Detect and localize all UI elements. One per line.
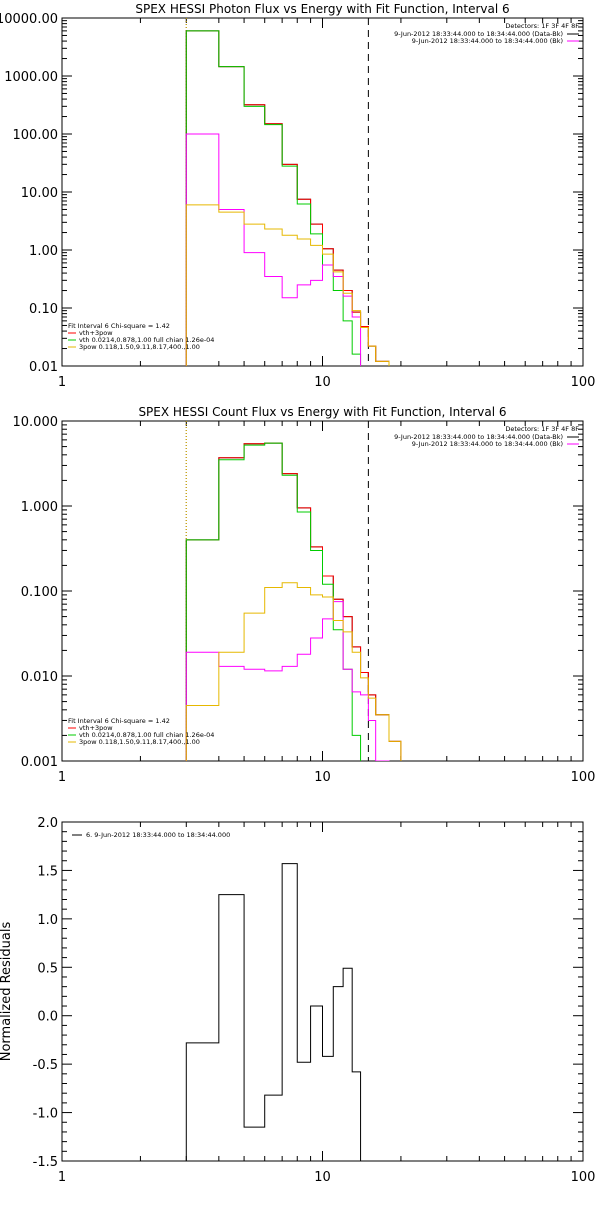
y-tick-label: -0.5 <box>33 1058 58 1073</box>
y-tick-label: 0.10 <box>29 302 58 317</box>
legend-entry-text: vth+3pow <box>79 724 113 732</box>
legend-entry-text: 9-Jun-2012 18:33:44.000 to 18:34:44.000 … <box>394 433 563 441</box>
y-tick-label: -1.0 <box>33 1107 58 1122</box>
series-line-5 <box>185 582 402 761</box>
legend-entry-text: 9-Jun-2012 18:33:44.000 to 18:34:44.000 … <box>412 37 563 45</box>
y-tick-label: 1000.00 <box>4 70 58 85</box>
y-tick-label: 0.100 <box>21 585 58 600</box>
x-tick-label: 100 <box>571 1170 596 1185</box>
x-tick-label: 100 <box>571 375 596 390</box>
axis-frame <box>61 821 584 1162</box>
series-line-5 <box>185 204 390 366</box>
axis-frame <box>61 17 584 367</box>
chart-title: SPEX HESSI Photon Flux vs Energy with Fi… <box>135 2 509 16</box>
y-tick-label: 100.00 <box>13 128 59 143</box>
legend-entry-text: vth+3pow <box>79 329 113 337</box>
legend-header: Detectors: 1F 3F 4F 8F <box>505 22 579 30</box>
legend-entry-text: vth 0.0214,0.878,1.00 full chian 1.26e-0… <box>79 336 214 344</box>
legend-entry-text: 3pow 0.118,1.50,9.11,8.17,400.,1.00 <box>79 738 200 746</box>
legend-header: Fit Interval 6 Chi-square = 1.42 <box>68 322 170 330</box>
x-tick-label: 10 <box>314 770 331 785</box>
series-line-3 <box>185 442 362 761</box>
legend-header: Fit Interval 6 Chi-square = 1.42 <box>68 717 170 725</box>
x-tick-label: 1 <box>58 1170 66 1185</box>
y-tick-label: 1.000 <box>21 500 58 515</box>
series-line-2 <box>185 442 402 761</box>
series-group <box>185 30 390 366</box>
x-tick-label: 1 <box>58 375 66 390</box>
y-tick-label: 1.5 <box>37 864 58 879</box>
legend-entry-text: 9-Jun-2012 18:33:44.000 to 18:34:44.000 … <box>394 30 563 38</box>
legend-entry-text: 6. 9-Jun-2012 18:33:44.000 to 18:34:44.0… <box>86 831 230 839</box>
series-line-1 <box>185 863 362 1161</box>
x-tick-label: 100 <box>571 770 596 785</box>
y-tick-label: 2.0 <box>37 816 58 831</box>
x-tick-label: 1 <box>58 770 66 785</box>
x-tick-label: 10 <box>314 1170 331 1185</box>
y-tick-label: 0.01 <box>29 360 58 375</box>
y-tick-label: -1.5 <box>33 1155 58 1170</box>
chart-panel-1: SPEX HESSI Photon Flux vs Energy with Fi… <box>0 2 595 390</box>
y-tick-label: 0.001 <box>21 755 58 770</box>
y-axis-label: Normalized Residuals <box>0 922 14 1062</box>
chart-title: SPEX HESSI Count Flux vs Energy with Fit… <box>138 405 506 419</box>
y-tick-label: 0.010 <box>21 670 58 685</box>
legend-entry-text: 3pow 0.118,1.50,9.11,8.17,400.,1.00 <box>79 343 200 351</box>
y-tick-label: 1.00 <box>29 244 58 259</box>
y-tick-label: 10.00 <box>21 186 58 201</box>
series-line-4 <box>185 133 362 366</box>
y-tick-label: 0.5 <box>37 961 58 976</box>
axis-frame <box>61 420 584 762</box>
legend-entry-text: vth 0.0214,0.878,1.00 full chian 1.26e-0… <box>79 731 214 739</box>
x-tick-label: 10 <box>314 375 331 390</box>
series-line-4 <box>185 601 390 761</box>
chart-panel-2: SPEX HESSI Count Flux vs Energy with Fit… <box>13 405 596 785</box>
legend-entry-text: 9-Jun-2012 18:33:44.000 to 18:34:44.000 … <box>412 440 563 448</box>
y-tick-label: 10000.00 <box>0 12 58 27</box>
series-group <box>185 863 362 1161</box>
y-tick-label: 0.0 <box>37 1010 58 1025</box>
y-tick-label: 10.000 <box>13 415 59 430</box>
series-group <box>185 442 402 761</box>
chart-panel-3: Normalized Residuals 1 10 100 -1.5 -1.0 -0.5 0.… <box>0 816 595 1185</box>
y-tick-label: 1.0 <box>37 913 58 928</box>
legend-header: Detectors: 1F 3F 4F 8F <box>505 425 579 433</box>
